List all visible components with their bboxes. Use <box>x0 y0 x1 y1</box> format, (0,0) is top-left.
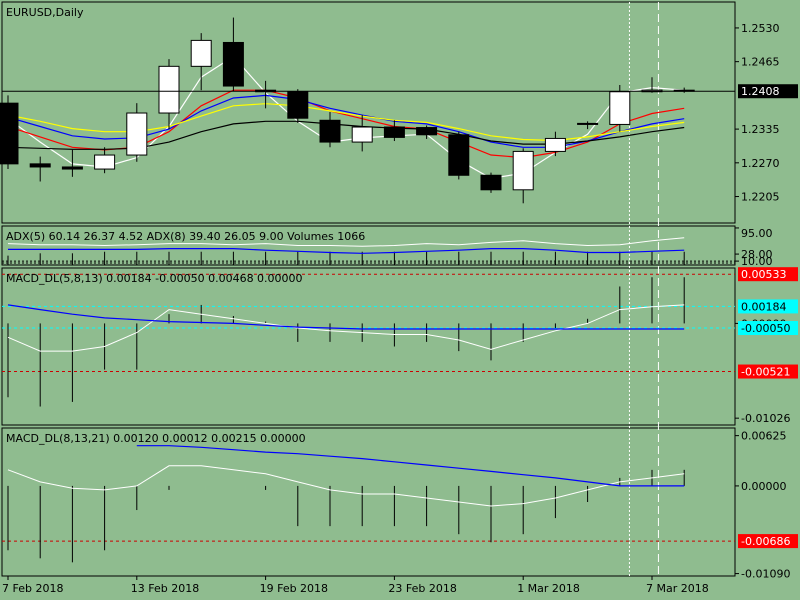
candle-body-14 <box>448 134 470 176</box>
candle-body-16 <box>512 150 534 191</box>
candle-body-11 <box>351 126 373 143</box>
macd2-tick-label-0: 0.00625 <box>741 430 787 443</box>
price-tick-label-1: 1.2465 <box>741 56 780 69</box>
macd1-panel <box>2 273 735 407</box>
x-tick-label-5: 7 Mar 2018 <box>646 582 709 595</box>
macd1-red-label-1-box <box>738 364 798 379</box>
macd1-red-label-1: -0.00521 <box>741 366 790 379</box>
current-price-label: 1.2408 <box>741 85 780 98</box>
candle-body-3 <box>94 154 116 170</box>
x-tick-label-2: 19 Feb 2018 <box>260 582 328 595</box>
candle-body-12 <box>383 126 405 138</box>
macd1-cyan-label-1: -0.00050 <box>741 322 790 335</box>
adx-tick-label-2: 10.00 <box>741 255 773 268</box>
adx-panel <box>2 237 735 265</box>
candle-body-15 <box>480 174 502 191</box>
macd1-label: MACD_DL(5,8,13) 0.00184 -0.00050 0.00468… <box>6 272 303 285</box>
macd1-red-label-0: 0.00533 <box>741 268 787 281</box>
adx-tick-label-0: 95.00 <box>741 227 773 240</box>
x-tick-label-4: 1 Mar 2018 <box>517 582 580 595</box>
macd1-cyan-label-0-box <box>738 299 798 314</box>
adx-blue-line <box>8 248 685 254</box>
macd2-tick-label-1: 0.00000 <box>741 480 787 493</box>
ma-line-4 <box>7 120 685 150</box>
macd1-cyan-label-1-box <box>738 321 798 336</box>
x-tick-label-1: 13 Feb 2018 <box>131 582 199 595</box>
candle-body-13 <box>416 127 438 136</box>
ma-line-2 <box>7 94 685 148</box>
adx-label: ADX(5) 60.14 26.37 4.52 ADX(8) 39.40 26.… <box>6 230 365 243</box>
candle-body-19 <box>609 91 631 125</box>
candle-body-2 <box>61 166 83 170</box>
candle-body-0 <box>0 102 19 165</box>
candle-body-5 <box>158 65 180 114</box>
current-price-label-box <box>738 84 798 99</box>
macd1-red-label-0-box <box>738 267 798 282</box>
price-tick-label-0: 1.2530 <box>741 22 780 35</box>
price-panel <box>0 17 735 204</box>
macd2-tick-label-3: -0.01090 <box>741 568 790 581</box>
macd2-white-line <box>7 465 685 507</box>
axes: 1.2530 1.2465 1.2335 1.2270 1.2205 1.2408 95.0… <box>2 22 798 595</box>
price-tick-label-5: 1.2205 <box>741 191 780 204</box>
ma-line-0 <box>7 55 685 180</box>
price-tick-label-4: 1.2270 <box>741 157 780 170</box>
macd1-white-line <box>7 304 685 352</box>
candle-body-9 <box>287 91 309 119</box>
x-tick-label-0: 7 Feb 2018 <box>2 582 63 595</box>
symbol-label: EURUSD,Daily <box>6 6 84 19</box>
ma-line-3 <box>7 103 685 142</box>
adx-tick-label-1: 28.00 <box>741 248 773 261</box>
panel-frame-macd1 <box>1 267 736 426</box>
macd2-red-label-0: -0.00686 <box>741 535 790 548</box>
macd2-red-label-0-box <box>738 534 798 549</box>
macd2-panel <box>2 445 735 563</box>
macd2-label: MACD_DL(8,13,21) 0.00120 0.00012 0.00215… <box>6 432 306 445</box>
price-tick-label-3: 1.2335 <box>741 123 780 136</box>
candle-body-18 <box>577 122 599 125</box>
macd1-cyan-label-0: 0.00184 <box>741 300 787 313</box>
panel-frame-macd2 <box>1 427 736 577</box>
candle-body-7 <box>222 41 244 87</box>
candle-body-4 <box>126 112 148 156</box>
candle-body-6 <box>190 39 212 67</box>
panel-frames <box>1 1 736 577</box>
candle-body-17 <box>544 137 566 152</box>
candle-body-1 <box>29 163 51 168</box>
candle-body-10 <box>319 119 341 143</box>
macd1-blue-line <box>7 304 685 330</box>
adx-white-line <box>7 237 685 247</box>
macd2-blue-line <box>136 445 685 487</box>
x-tick-label-3: 23 Feb 2018 <box>388 582 456 595</box>
macd1-tick-label-3: -0.01026 <box>741 412 790 425</box>
panel-frame-adx <box>1 225 736 266</box>
